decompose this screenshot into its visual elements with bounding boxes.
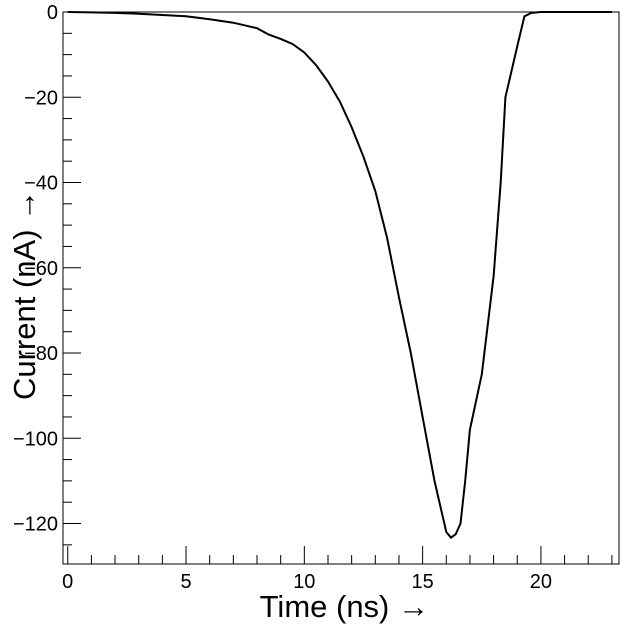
y-tick-label: −120	[13, 514, 58, 536]
x-tick-label: 20	[530, 571, 552, 593]
y-axis-tick-labels: 0 −20 −40 −60 −80 −100 −120	[13, 2, 58, 536]
y-tick-label: 0	[47, 2, 58, 24]
y-tick-label: −20	[24, 87, 58, 109]
y-tick-label: −40	[24, 173, 58, 195]
y-tick-label: −60	[24, 258, 58, 280]
plot-frame	[62, 11, 620, 565]
y-tick-label: −100	[13, 428, 58, 450]
x-tick-label: 5	[180, 571, 191, 593]
y-axis-title: Current (nA) →	[7, 190, 42, 400]
x-axis-tick-labels: 0 5 10 15 20	[62, 571, 552, 593]
x-tick-label: 15	[412, 571, 434, 593]
x-tick-label: 0	[62, 571, 73, 593]
x-axis-ticks	[67, 546, 613, 564]
x-axis-title: Time (ns) →	[260, 589, 429, 624]
y-axis-ticks	[63, 11, 81, 546]
y-tick-label: −80	[24, 343, 58, 365]
x-tick-label: 10	[293, 571, 315, 593]
series-line-current	[67, 11, 612, 539]
